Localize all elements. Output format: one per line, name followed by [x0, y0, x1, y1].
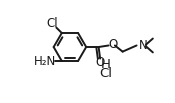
Text: N: N — [138, 39, 147, 52]
Text: O: O — [96, 56, 105, 69]
Text: H: H — [101, 58, 111, 71]
Text: Cl: Cl — [99, 67, 112, 80]
Text: H₂N: H₂N — [34, 54, 56, 67]
Text: O: O — [108, 38, 117, 51]
Text: Cl: Cl — [47, 17, 58, 30]
